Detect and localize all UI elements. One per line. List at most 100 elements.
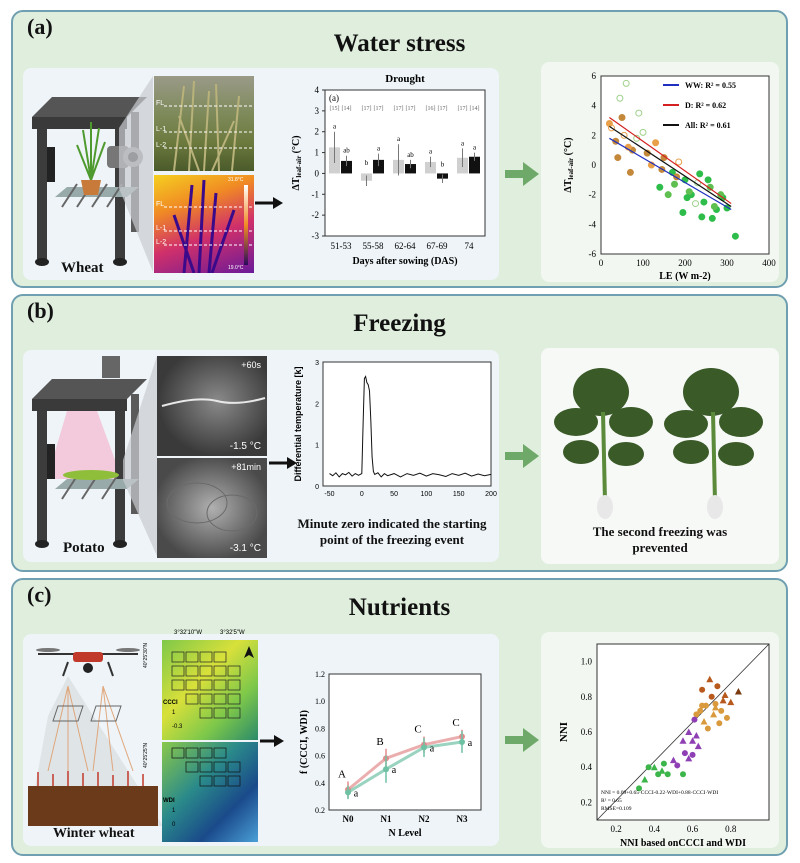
bar <box>469 156 480 174</box>
significance-letter: a <box>397 135 401 143</box>
legend-label: WW: R² = 0.55 <box>685 81 736 90</box>
x-tick-label: 0.2 <box>610 824 621 834</box>
x-tick-label: 0.6 <box>687 824 699 834</box>
data-point <box>664 771 671 778</box>
series-line <box>347 735 463 791</box>
thermal-image: FL L-1 L-2 31.8°C 19.0°C <box>154 175 254 274</box>
frame-temp: -1.5 °C <box>229 441 261 452</box>
y-tick-label: -2 <box>589 190 597 200</box>
x-tick-label: 200 <box>678 258 692 268</box>
y-tick-label: 0.8 <box>315 724 325 733</box>
data-point <box>708 693 715 700</box>
thermal-stems <box>164 179 254 274</box>
arrow-to-chart-icon <box>260 735 284 747</box>
y-tick-label: 0.4 <box>315 779 325 788</box>
significance-letter: C <box>414 724 421 736</box>
data-point <box>674 762 681 769</box>
data-point <box>618 114 626 122</box>
potato-leaf-icon <box>63 470 119 480</box>
wdi-map: WDI 1 0 <box>162 742 258 842</box>
annotation-line: R² = 0.65 <box>601 798 622 804</box>
sample-count: [17] <box>438 106 448 112</box>
temperature-line <box>329 375 492 478</box>
wdi-scale-max: 1 <box>172 808 176 814</box>
data-point <box>714 683 721 690</box>
data-point <box>650 763 658 771</box>
data-point <box>702 702 709 709</box>
y-tick-label: 0.6 <box>315 752 325 761</box>
data-point <box>660 760 667 767</box>
series-line <box>347 740 463 794</box>
data-point <box>683 194 691 202</box>
significance-letter: a <box>392 765 397 776</box>
map-lat: 40°25'25"N <box>143 742 149 768</box>
data-point <box>679 208 687 216</box>
sample-count: [17] <box>362 106 372 112</box>
x-tick-label: 200 <box>485 491 497 498</box>
data-point <box>700 198 708 206</box>
potato-plant-icon <box>554 368 763 519</box>
y-axis-label: f (CCCI, WDI) <box>299 710 310 774</box>
data-point <box>706 675 714 683</box>
sample-count: [17] <box>394 106 404 112</box>
y-tick-label: 3 <box>315 360 319 367</box>
ccci-map: 3°32'10"W 3°32'5"W CCCI 1 -0.3 <box>162 630 258 740</box>
data-point <box>689 751 696 758</box>
frame-time: +60s <box>241 360 261 370</box>
water-stress-content: Wheat FL L-1 L-2 <box>23 68 499 280</box>
arrow-to-chart-icon <box>255 197 283 209</box>
panel-title: Nutrients <box>348 594 451 621</box>
subject-label: Winter wheat <box>53 826 135 841</box>
data-point <box>727 698 735 706</box>
x-tick-label: 51-53 <box>331 241 352 251</box>
significance-letter: b <box>365 159 369 167</box>
legend-label: All: R² = 0.61 <box>685 121 731 130</box>
significance-letter: ab <box>407 151 414 159</box>
data-point <box>622 79 630 87</box>
regression-content: 6 4 2 0 -2 -4 -6 0 100 200 300 400 WW: R² = 0.55 D: R… <box>541 62 779 282</box>
x-tick-label: 100 <box>421 491 433 498</box>
significance-letter: a <box>473 144 477 152</box>
data-point <box>712 700 719 707</box>
wdi-label: WDI <box>163 798 175 804</box>
y-tick-label: 0 <box>315 484 319 491</box>
panel-water-stress: (a) Water stress Wheat <box>11 10 788 288</box>
map-lat: 40°25'30"N <box>143 642 149 668</box>
significance-letter: a <box>461 139 465 147</box>
data-point <box>626 168 634 176</box>
significance-letter: B <box>376 736 383 748</box>
x-tick-label: 50 <box>390 491 398 498</box>
nutrients-content: Winter wheat 3°32'10"W 3°32'5"W CCCI 1 -… <box>23 630 499 846</box>
data-point <box>718 707 725 714</box>
thermal-scale-top: 31.8°C <box>228 177 244 183</box>
data-point <box>710 203 718 211</box>
x-tick-label: -50 <box>324 491 334 498</box>
data-point <box>696 170 704 178</box>
drone-icon <box>36 648 140 677</box>
x-tick-label: N1 <box>381 814 392 824</box>
data-point <box>731 232 739 240</box>
thermal-label-l1: L-1 <box>156 225 167 232</box>
data-point <box>620 131 628 139</box>
data-point <box>699 686 706 693</box>
y-tick-label: 2 <box>592 130 597 140</box>
panel-label: (c) <box>27 582 52 607</box>
x-tick-label: 0.8 <box>725 824 737 834</box>
x-tick-label: 62-64 <box>395 241 416 251</box>
map-coord: 3°32'10"W <box>174 630 203 636</box>
panel-freezing: (b) Freezing Potato +60s -1.5 °C <box>11 294 788 572</box>
data-point <box>656 183 664 191</box>
data-point <box>698 213 706 221</box>
data-point <box>658 767 666 774</box>
data-point <box>636 785 643 792</box>
data-point <box>685 728 693 735</box>
y-axis-label: NNI <box>558 722 570 742</box>
significance-letter: a <box>354 788 359 799</box>
data-point <box>692 200 699 208</box>
y-tick-label: 1.0 <box>581 657 593 667</box>
y-tick-label: -6 <box>589 249 597 259</box>
x-tick-label: 0 <box>360 491 364 498</box>
arrow-right-icon <box>505 728 539 752</box>
y-tick-label: 6 <box>592 71 597 81</box>
data-point <box>697 707 704 714</box>
